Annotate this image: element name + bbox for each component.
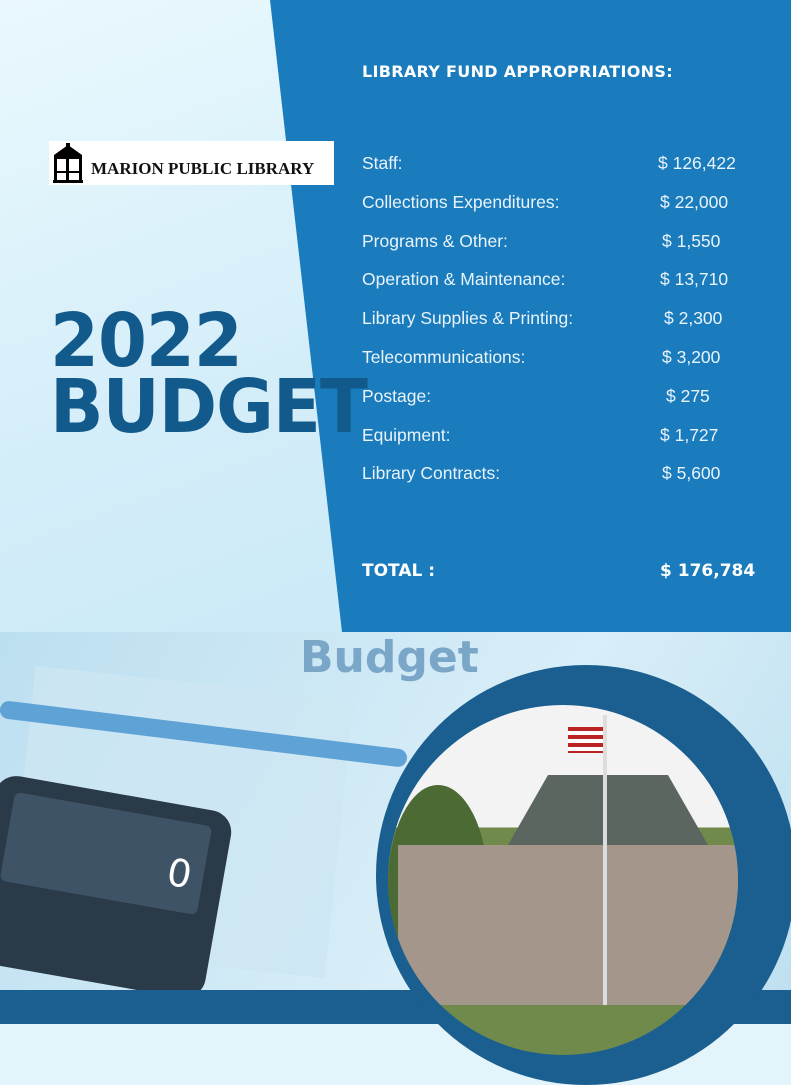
appropriation-amount: $ 3,200 xyxy=(662,347,721,367)
flag xyxy=(568,727,603,753)
appropriation-amount: $ 1,727 xyxy=(660,424,719,445)
logo-text: MARION PUBLIC LIBRARY xyxy=(91,159,315,178)
library-logo: MARION PUBLIC LIBRARY xyxy=(49,141,334,185)
calculator-display: 0 xyxy=(0,791,213,916)
appropriation-amount: $ 5,600 xyxy=(662,463,721,484)
appropriation-row: Collections Expenditures: $ 22,000 xyxy=(362,192,762,213)
appropriation-label: Staff: xyxy=(362,153,403,173)
appropriation-row: Staff: $ 126,422 xyxy=(362,153,762,174)
appropriation-label: Operation & Maintenance: xyxy=(362,269,566,290)
building-wall xyxy=(398,845,738,1005)
appropriation-label: Postage: xyxy=(362,385,432,406)
total-amount: $ 176,784 xyxy=(660,561,756,581)
appropriation-label: Programs & Other: xyxy=(362,230,508,251)
appropriation-label: Library Supplies & Printing: xyxy=(362,308,574,329)
appropriation-amount: $ 275 xyxy=(666,385,710,406)
appropriation-amount: $ 22,000 xyxy=(660,191,729,212)
heading-budget: BUDGET xyxy=(50,364,368,450)
appropriation-label: Library Contracts: xyxy=(362,463,501,484)
appropriation-row: Operation & Maintenance: $ 13,710 xyxy=(362,269,762,290)
total-label: TOTAL : xyxy=(362,561,436,581)
roof xyxy=(508,775,708,845)
appropriation-amount: $ 126,422 xyxy=(658,153,736,173)
budget-word: Budget xyxy=(300,632,479,683)
appropriation-amount: $ 2,300 xyxy=(664,308,723,329)
gazebo-icon xyxy=(53,143,83,183)
appropriation-row: Telecommunications: $ 3,200 xyxy=(362,347,762,368)
appropriations-title: LIBRARY FUND APPROPRIATIONS: xyxy=(362,62,673,81)
library-building-photo xyxy=(388,705,738,1055)
appropriations-panel xyxy=(270,0,791,632)
appropriation-row: Programs & Other: $ 1,550 xyxy=(362,231,762,252)
flagpole xyxy=(603,715,607,1005)
appropriation-label: Collections Expenditures: xyxy=(362,191,560,212)
appropriation-label: Telecommunications: xyxy=(362,347,526,367)
appropriation-label: Equipment: xyxy=(362,424,451,445)
heading-year: 2022 xyxy=(50,298,243,384)
appropriation-row: Library Supplies & Printing: $ 2,300 xyxy=(362,308,762,329)
appropriation-row: Library Contracts: $ 5,600 xyxy=(362,463,762,484)
appropriation-row: Equipment: $ 1,727 xyxy=(362,425,762,446)
appropriation-amount: $ 1,550 xyxy=(662,230,721,251)
appropriation-row: Postage: $ 275 xyxy=(362,386,762,407)
appropriation-amount: $ 13,710 xyxy=(660,269,729,290)
